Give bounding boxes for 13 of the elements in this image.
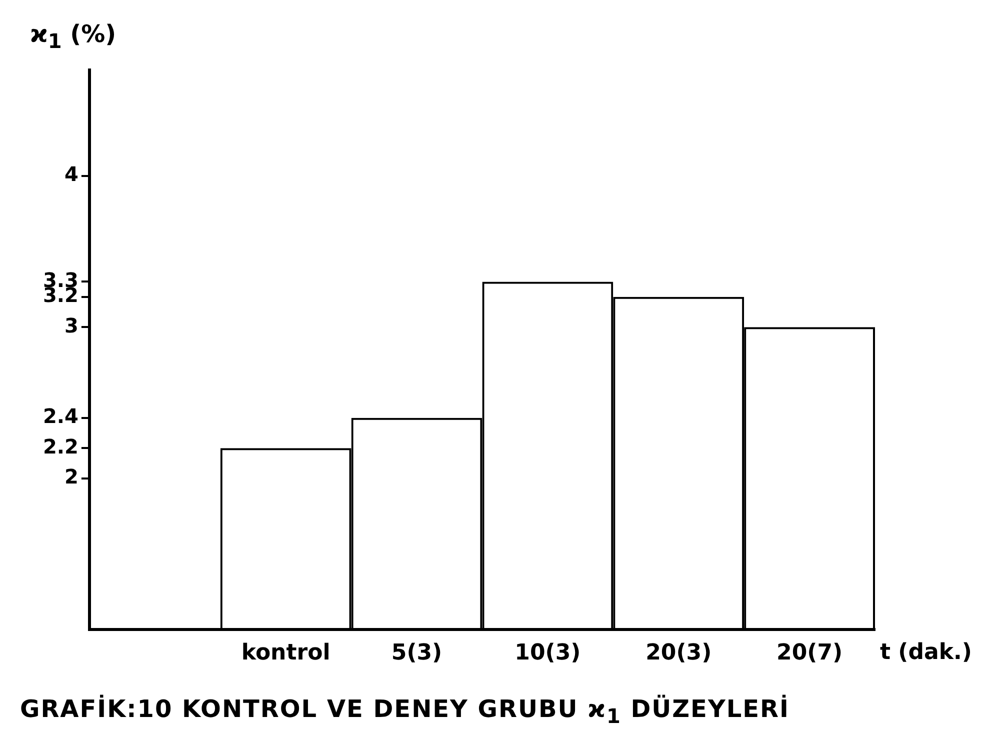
- x-tick-label: kontrol: [241, 640, 330, 666]
- y-tick-label: 2: [64, 464, 78, 489]
- y-tick-label: 2.4: [42, 404, 78, 428]
- x-tick-label: 20(3): [646, 640, 712, 666]
- x-tick-label: 5(3): [391, 640, 442, 666]
- y-tick-label: 2.2: [42, 434, 78, 458]
- text: GRAFİK:10 KONTROL VE DENEY GRUBU ϰ$_{1}$ DÜZEYLERİ: [20, 695, 790, 728]
- x-axis-title: t (dak.): [880, 640, 972, 665]
- y-axis-title: ϰ$_{1}$ (%): [30, 20, 116, 53]
- x-tick-label: 10(3): [514, 640, 581, 666]
- y-tick-label: 3: [64, 313, 78, 338]
- y-tick-label: 4: [64, 162, 78, 186]
- x-tick-label: 20(7): [776, 640, 843, 666]
